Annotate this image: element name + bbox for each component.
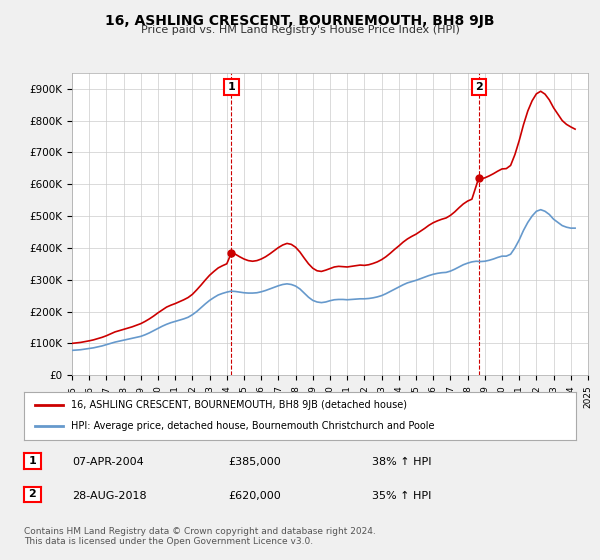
Text: Price paid vs. HM Land Registry's House Price Index (HPI): Price paid vs. HM Land Registry's House … xyxy=(140,25,460,35)
Text: 07-APR-2004: 07-APR-2004 xyxy=(72,457,144,467)
Text: 35% ↑ HPI: 35% ↑ HPI xyxy=(372,491,431,501)
Text: £620,000: £620,000 xyxy=(228,491,281,501)
Text: £385,000: £385,000 xyxy=(228,457,281,467)
Text: 2: 2 xyxy=(475,82,482,92)
Text: 1: 1 xyxy=(29,456,36,466)
Text: Contains HM Land Registry data © Crown copyright and database right 2024.
This d: Contains HM Land Registry data © Crown c… xyxy=(24,526,376,546)
Text: 28-AUG-2018: 28-AUG-2018 xyxy=(72,491,146,501)
Text: 1: 1 xyxy=(227,82,235,92)
Text: 16, ASHLING CRESCENT, BOURNEMOUTH, BH8 9JB: 16, ASHLING CRESCENT, BOURNEMOUTH, BH8 9… xyxy=(105,14,495,28)
Text: 16, ASHLING CRESCENT, BOURNEMOUTH, BH8 9JB (detached house): 16, ASHLING CRESCENT, BOURNEMOUTH, BH8 9… xyxy=(71,400,407,410)
Text: HPI: Average price, detached house, Bournemouth Christchurch and Poole: HPI: Average price, detached house, Bour… xyxy=(71,421,434,431)
Text: 38% ↑ HPI: 38% ↑ HPI xyxy=(372,457,431,467)
Text: 2: 2 xyxy=(29,489,36,500)
